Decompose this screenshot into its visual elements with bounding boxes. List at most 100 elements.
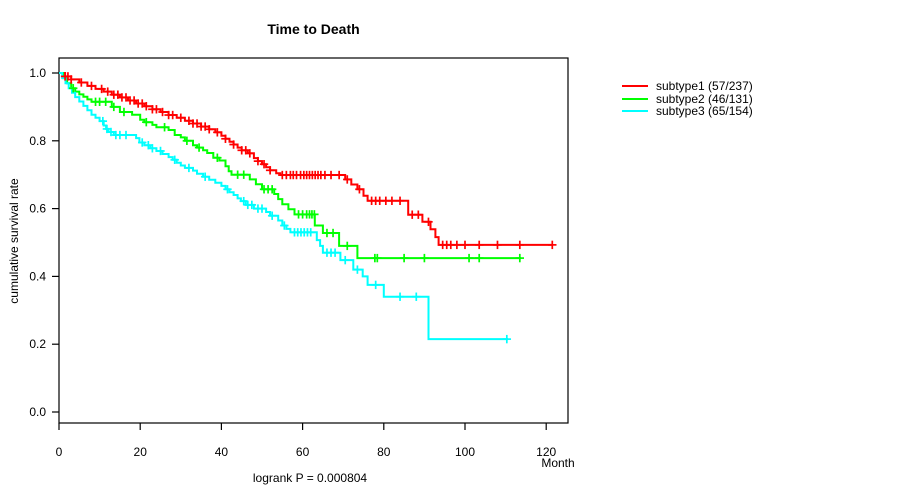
legend-label-subtype3: subtype3 (65/154)	[656, 104, 753, 119]
censor-plus-icon	[138, 138, 147, 147]
survival-curve-subtype2	[59, 72, 521, 260]
censor-plus-icon	[424, 217, 433, 227]
censor-plus-icon	[142, 117, 151, 127]
censor-plus-icon	[106, 127, 116, 137]
censor-plus-icon	[245, 149, 255, 158]
censor-plus-icon	[395, 292, 405, 301]
y-axis-ticks: 0.0 0.2 0.4 0.6 0.8 1.0	[29, 66, 59, 419]
censor-plus-icon	[184, 163, 194, 173]
censor-plus-icon	[121, 130, 131, 140]
svg-text:80: 80	[377, 445, 391, 459]
censor-plus-icon	[142, 102, 151, 111]
censor-plus-icon	[213, 128, 222, 137]
censor-plus-icon	[257, 204, 267, 213]
censor-plus-icon	[280, 221, 289, 230]
svg-text:1.0: 1.0	[29, 66, 46, 80]
censor-plus-icon	[253, 156, 263, 166]
censor-plus-icon	[152, 105, 161, 114]
logrank-p-annotation: logrank P = 0.000804	[252, 471, 368, 485]
censor-plus-icon	[515, 240, 525, 250]
censor-plus-icon	[371, 280, 380, 290]
censor-plus-icon	[373, 253, 382, 263]
legend-label-subtype1: subtype1 (57/237)	[656, 79, 753, 94]
censor-plus-icon	[213, 153, 222, 162]
legend-line-swatch-subtype3	[622, 110, 648, 113]
censor-plus-icon	[502, 334, 512, 344]
censor-plus-icon	[69, 84, 78, 93]
censor-plus-icon	[229, 140, 238, 149]
censor-plus-icon	[334, 170, 344, 180]
legend-line-swatch-subtype2	[622, 97, 648, 100]
censor-plus-icon	[475, 253, 484, 263]
censor-plus-icon	[493, 240, 502, 250]
censor-plus-icon	[310, 210, 319, 219]
svg-text:0.2: 0.2	[29, 337, 46, 351]
censor-plus-icon	[194, 143, 204, 152]
y-axis-label: cumulative survival rate	[7, 178, 21, 304]
legend-label-subtype2: subtype2 (46/131)	[656, 91, 753, 106]
censor-plus-icon	[399, 253, 409, 263]
chart-title: Time to Death	[267, 21, 360, 37]
legend-item-subtype2: subtype2 (46/131)	[622, 91, 753, 106]
censor-plus-icon	[247, 200, 257, 210]
survival-curves	[59, 72, 553, 341]
censor-plus-icon	[330, 248, 340, 257]
censor-plus-icon	[259, 159, 269, 169]
censor-plus-icon	[148, 144, 157, 153]
svg-text:0.6: 0.6	[29, 202, 46, 216]
x-axis-label: Month	[541, 456, 575, 470]
censor-plus-icon	[168, 110, 177, 120]
censor-plus-icon	[200, 172, 210, 181]
censor-plus-icon	[387, 196, 397, 206]
svg-text:0.8: 0.8	[29, 134, 46, 148]
censor-plus-icon	[414, 210, 423, 219]
censor-plus-icon	[267, 211, 277, 220]
censor-plus-icon	[420, 253, 429, 263]
censor-plus-icon	[97, 84, 106, 94]
censor-plus-icon	[326, 170, 336, 180]
censor-plus-icon	[156, 146, 165, 156]
censor-plus-icon	[182, 136, 192, 145]
censor-plus-icon	[306, 228, 315, 237]
svg-text:60: 60	[296, 445, 310, 459]
censor-plus-icon	[515, 253, 525, 263]
censor-plus-icon	[460, 240, 470, 250]
censor-plus-icon	[109, 102, 119, 112]
censor-plus-icon	[119, 107, 129, 117]
censor-plus-icon	[239, 196, 248, 206]
svg-text:100: 100	[455, 445, 475, 459]
censor-marks	[60, 72, 557, 344]
censor-plus-icon	[103, 87, 112, 96]
svg-text:0.4: 0.4	[29, 269, 46, 283]
censor-plus-icon	[343, 241, 352, 251]
censor-plus-icon	[98, 116, 108, 126]
censor-plus-icon	[223, 185, 232, 194]
censor-plus-icon	[158, 107, 167, 117]
censor-plus-icon	[452, 240, 462, 250]
censor-plus-icon	[412, 292, 421, 301]
censor-plus-icon	[221, 134, 230, 143]
censor-plus-icon	[265, 166, 275, 175]
censor-plus-icon	[328, 228, 338, 238]
censor-plus-icon	[395, 196, 405, 206]
svg-text:20: 20	[134, 445, 148, 459]
censor-plus-icon	[77, 78, 86, 87]
censor-plus-icon	[464, 253, 474, 263]
legend: subtype1 (57/237) subtype2 (46/131) subt…	[622, 79, 753, 119]
censor-plus-icon	[355, 185, 364, 194]
svg-text:0.0: 0.0	[29, 405, 46, 419]
censor-plus-icon	[160, 123, 169, 132]
legend-item-subtype1: subtype1 (57/237)	[622, 79, 753, 94]
censor-plus-icon	[205, 125, 214, 134]
survival-curve-subtype1	[59, 72, 553, 246]
censor-plus-icon	[548, 240, 557, 250]
censor-plus-icon	[341, 255, 350, 265]
legend-item-subtype3: subtype3 (65/154)	[622, 104, 753, 119]
x-axis-ticks: 0 20 40 60 80 100 120	[56, 423, 557, 459]
censor-plus-icon	[176, 113, 185, 122]
censor-plus-icon	[66, 75, 76, 84]
censor-plus-icon	[87, 81, 96, 91]
legend-line-swatch-subtype1	[622, 85, 648, 88]
